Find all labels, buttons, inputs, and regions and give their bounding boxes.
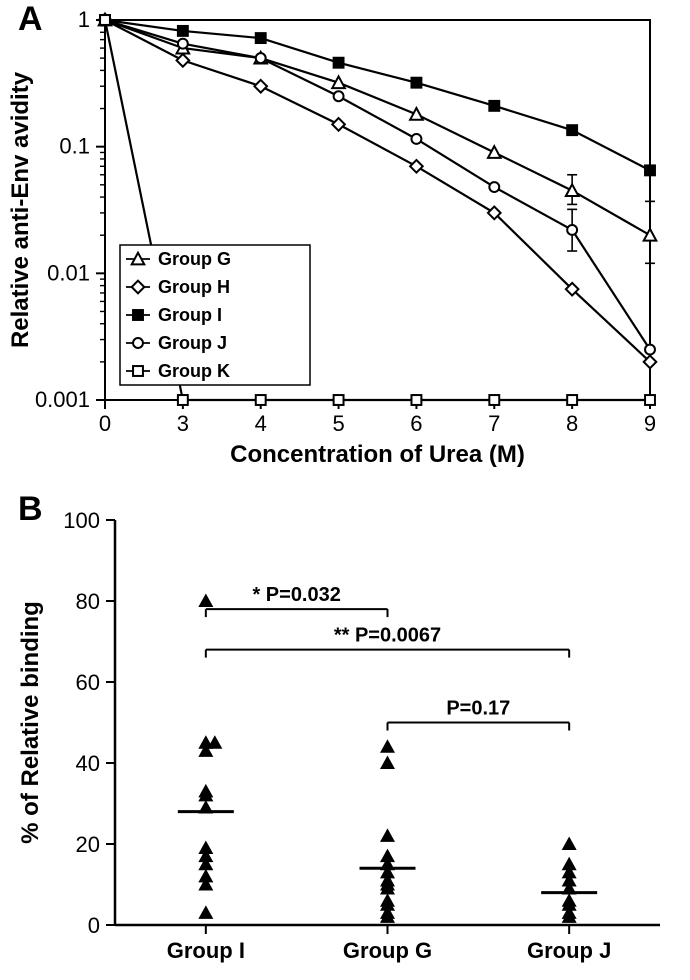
panel-a-chart: 0.001 0.01 0.1 1 0 3 4 5 6 7 8 9 Concentration of Ur… bbox=[0, 0, 690, 470]
svg-text:% of Relative binding: % of Relative binding bbox=[17, 601, 44, 844]
svg-text:Group G: Group G bbox=[343, 938, 432, 963]
svg-text:** P=0.0067: ** P=0.0067 bbox=[334, 625, 441, 647]
svg-text:0: 0 bbox=[99, 411, 111, 436]
svg-text:P=0.17: P=0.17 bbox=[446, 698, 510, 720]
svg-text:5: 5 bbox=[332, 411, 344, 436]
svg-text:1: 1 bbox=[78, 7, 90, 32]
svg-text:Group G: Group G bbox=[158, 249, 231, 269]
svg-text:40: 40 bbox=[76, 751, 100, 776]
svg-text:4: 4 bbox=[255, 411, 267, 436]
svg-text:80: 80 bbox=[76, 589, 100, 614]
svg-text:9: 9 bbox=[644, 411, 656, 436]
svg-text:Relative anti-Env avidity: Relative anti-Env avidity bbox=[7, 71, 34, 348]
svg-text:0: 0 bbox=[88, 913, 100, 938]
svg-text:0.1: 0.1 bbox=[59, 134, 90, 159]
svg-text:60: 60 bbox=[76, 670, 100, 695]
svg-text:Group J: Group J bbox=[527, 938, 611, 963]
svg-text:0.001: 0.001 bbox=[35, 387, 90, 412]
svg-text:8: 8 bbox=[566, 411, 578, 436]
svg-text:Group I: Group I bbox=[158, 305, 222, 325]
svg-text:20: 20 bbox=[76, 832, 100, 857]
svg-text:Group K: Group K bbox=[158, 361, 230, 381]
svg-text:7: 7 bbox=[488, 411, 500, 436]
svg-text:6: 6 bbox=[410, 411, 422, 436]
svg-text:Group H: Group H bbox=[158, 277, 230, 297]
svg-text:100: 100 bbox=[63, 508, 100, 533]
figure-container: A 0.0010.010.1103456789Concentration of … bbox=[0, 0, 690, 980]
svg-text:Group I: Group I bbox=[167, 938, 245, 963]
svg-text:Concentration of Urea (M): Concentration of Urea (M) bbox=[230, 441, 525, 468]
panel-b-chart: 0 20 40 60 80 100 Group I Group G Group J % of Re… bbox=[0, 490, 690, 980]
svg-text:* P=0.032: * P=0.032 bbox=[252, 584, 340, 606]
svg-text:3: 3 bbox=[177, 411, 189, 436]
svg-text:0.01: 0.01 bbox=[47, 260, 90, 285]
svg-text:Group J: Group J bbox=[158, 333, 227, 353]
